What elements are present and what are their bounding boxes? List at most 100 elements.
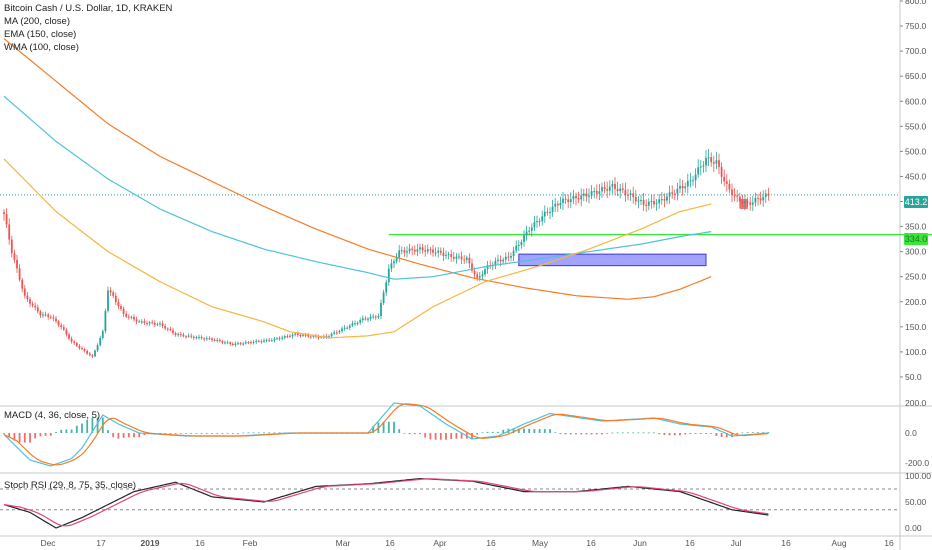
macd-histogram-bar [564, 433, 567, 435]
macd-histogram-bar [751, 432, 754, 433]
candle-body [192, 336, 195, 338]
candle-body [759, 198, 762, 201]
macd-histogram-bar [86, 419, 89, 433]
candle-body [8, 224, 11, 240]
macd-histogram-bar [179, 433, 182, 434]
candle-body [510, 256, 512, 258]
candle-body [348, 325, 351, 328]
macd-histogram-bar [237, 433, 239, 434]
macd-histogram-bar [731, 433, 733, 438]
candle-body [88, 353, 91, 356]
macd-histogram-bar [455, 433, 458, 439]
price-tick-label: 450.0 [905, 171, 927, 181]
macd-histogram-bar [117, 433, 120, 439]
macd-histogram-bar [699, 433, 702, 434]
candle-body [564, 198, 567, 200]
candle-body [328, 336, 330, 338]
candle-body [205, 338, 208, 340]
candle-body [543, 211, 546, 217]
candle-body [572, 195, 575, 200]
candle-body [101, 331, 104, 339]
candle-body [733, 195, 736, 197]
macd-histogram-bar [460, 433, 463, 439]
candle-body [3, 212, 5, 215]
macd-histogram-bar [445, 433, 447, 440]
macd-histogram-bar [543, 429, 546, 433]
candle-body [585, 193, 588, 197]
candle-body [406, 251, 408, 253]
candle-body [109, 290, 112, 293]
candle-body [679, 186, 681, 189]
candle-body [307, 335, 310, 337]
candle-body [478, 276, 481, 278]
macd-histogram-bar [757, 432, 759, 433]
candle-body [671, 192, 674, 194]
candle-body [465, 257, 468, 260]
candle-body [203, 338, 206, 340]
macd-histogram-bar [112, 433, 115, 438]
macd-histogram-bar [200, 433, 203, 434]
candle-body [263, 340, 265, 342]
macd-histogram-bar [138, 433, 141, 438]
macd-histogram-bar [533, 429, 536, 433]
candle-body [107, 290, 109, 311]
candle-body [325, 336, 328, 338]
candle-body [382, 292, 385, 303]
candle-body [569, 199, 572, 202]
macd-histogram-bar [632, 432, 635, 434]
macd-histogram-bar [169, 433, 172, 434]
candle-body [533, 222, 536, 228]
macd-histogram-bar [55, 432, 57, 433]
candle-body [481, 274, 484, 277]
candle-body [333, 332, 336, 334]
macd-signal-line [3, 403, 769, 466]
candle-body [473, 270, 476, 275]
macd-histogram-bar [143, 433, 146, 436]
macd-histogram-bar [741, 432, 744, 434]
macd-histogram-bar [611, 432, 614, 434]
support-price-badge: 334.0 [904, 233, 928, 245]
macd-histogram-bar [658, 433, 661, 435]
candle-body [429, 249, 432, 251]
candle-body [601, 187, 603, 192]
macd-histogram-bar [725, 433, 728, 438]
candle-body [57, 321, 60, 326]
stoch-d-line [3, 478, 769, 527]
candle-body [16, 259, 18, 269]
candle-body [200, 337, 203, 339]
candle-body [515, 245, 518, 251]
macd-histogram-bar [637, 432, 640, 434]
time-tick-label: 16 [195, 538, 205, 548]
candle-body [718, 160, 720, 167]
candle-body [608, 186, 611, 191]
candle-body [741, 201, 744, 204]
candle-body [442, 252, 445, 256]
candle-body [647, 201, 650, 206]
candle-body [640, 200, 642, 202]
candle-body [705, 157, 707, 166]
candle-body [663, 199, 666, 201]
candle-body [598, 191, 601, 194]
candle-body [146, 323, 148, 325]
candle-body [634, 196, 637, 202]
macd-histogram-bar [653, 432, 655, 434]
stoch-k-line [3, 477, 769, 529]
candle-body [265, 339, 268, 341]
candle-body [320, 336, 323, 338]
candle-body [125, 313, 128, 317]
candle-body [44, 314, 47, 316]
candle-body [143, 321, 146, 324]
price-zone-rect [518, 253, 707, 267]
candle-body [70, 338, 73, 342]
candle-body [237, 343, 239, 345]
candle-body [484, 269, 486, 275]
macd-histogram-bar [268, 432, 271, 434]
time-tick-label: Mar [336, 538, 351, 548]
candle-body [411, 248, 414, 250]
macd-histogram-bar [195, 433, 198, 434]
macd-histogram-bar [502, 429, 505, 433]
candle-body [127, 316, 130, 318]
candle-body [393, 261, 395, 264]
time-tick-label: 16 [385, 538, 395, 548]
